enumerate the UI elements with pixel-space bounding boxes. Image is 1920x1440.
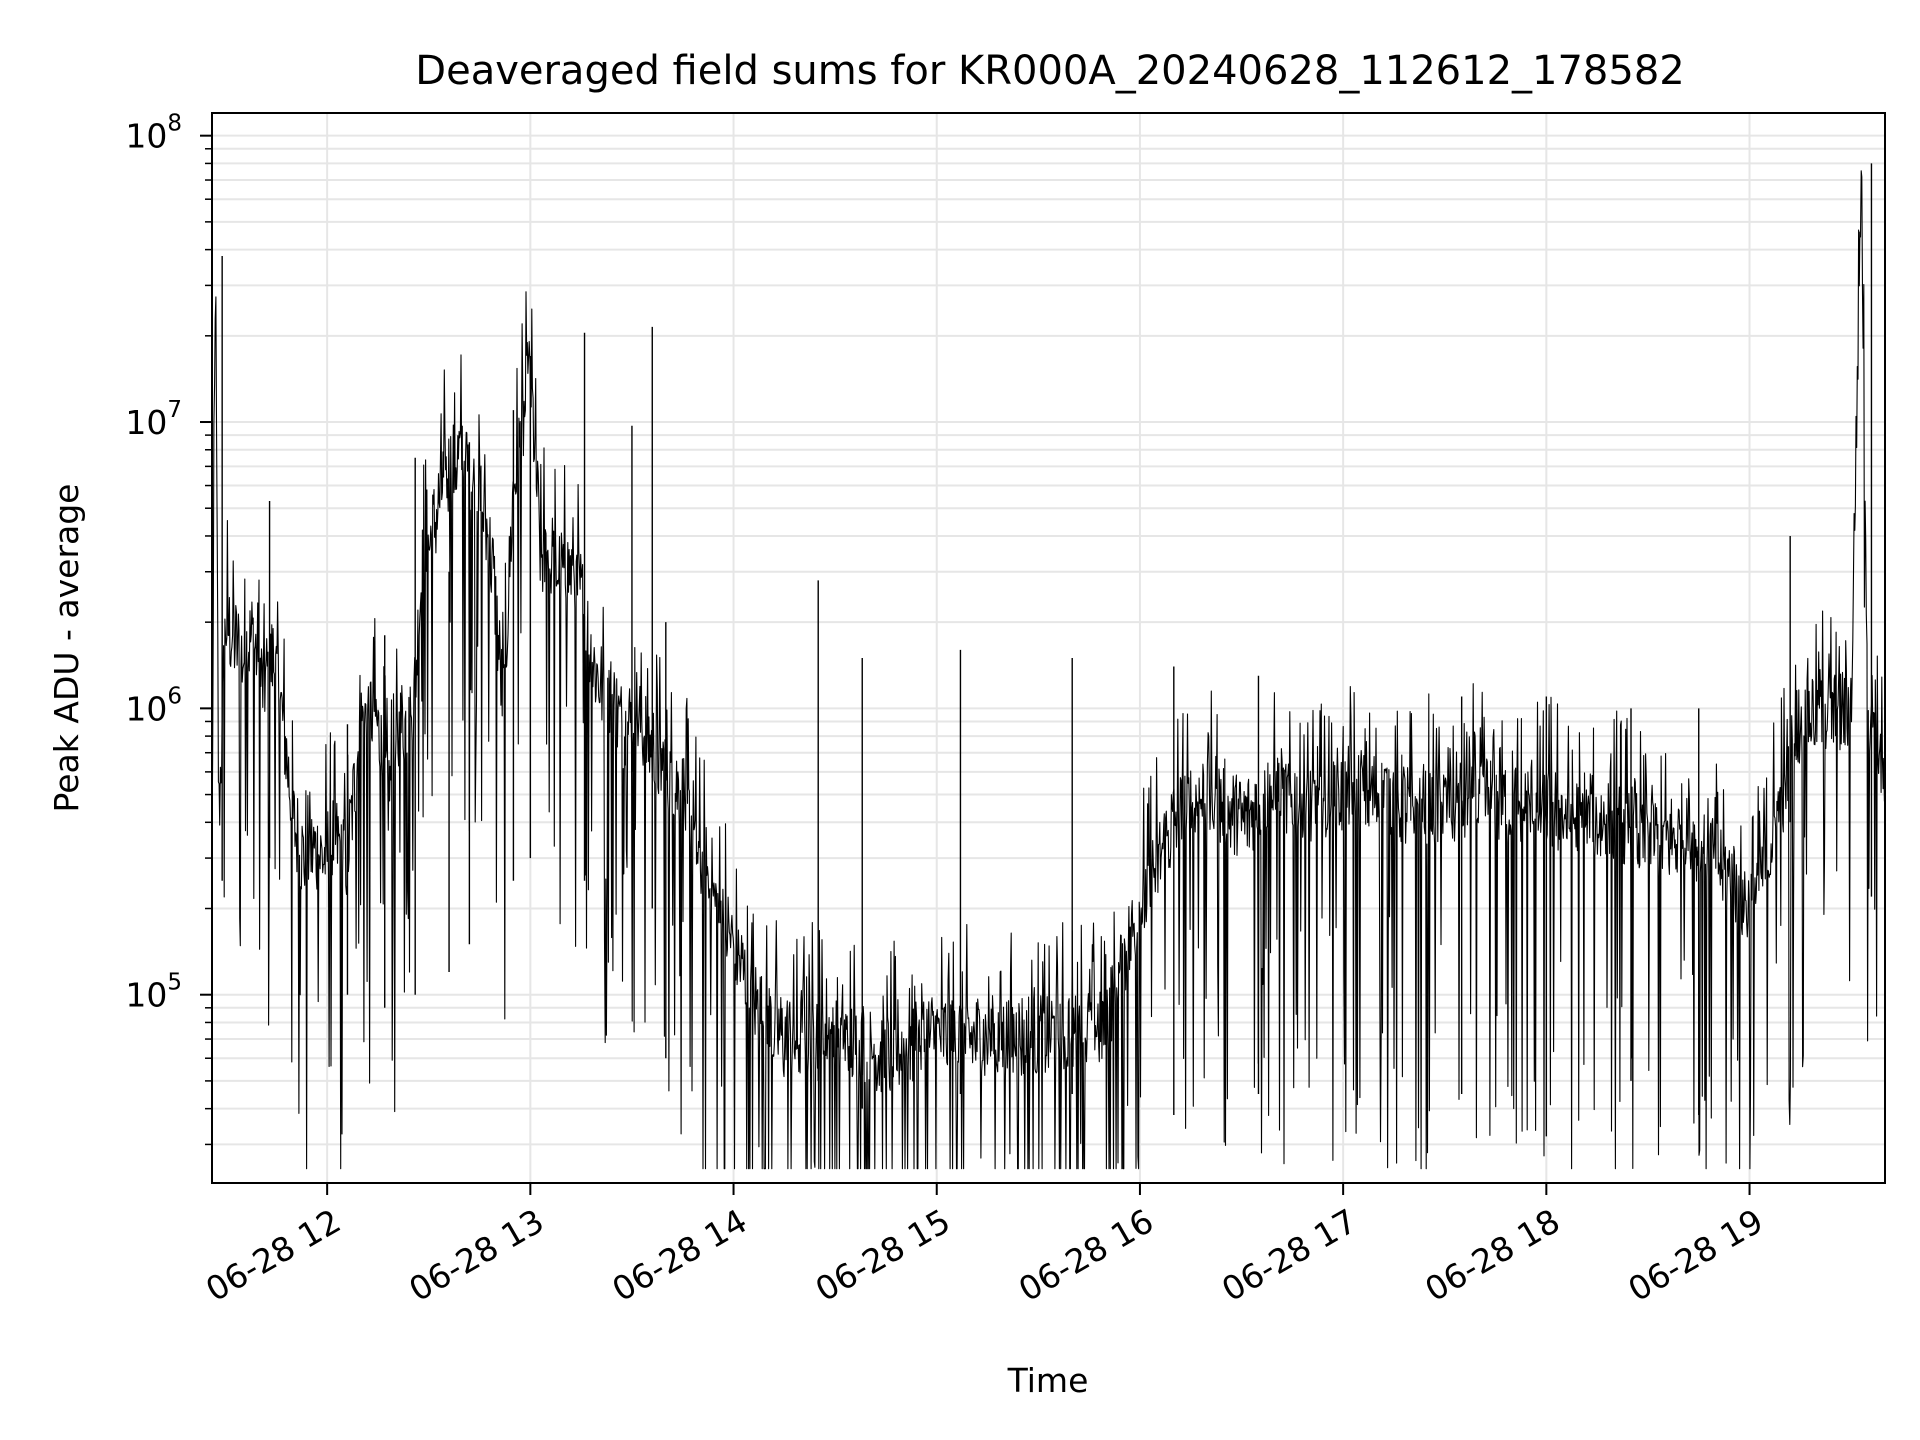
y-axis-label: Peak ADU - average <box>47 484 86 813</box>
y-tick-label: 105 <box>125 970 182 1015</box>
y-tick-base: 10 <box>125 117 167 156</box>
x-axis-label: Time <box>1007 1361 1089 1400</box>
plot-frame <box>211 112 1886 1184</box>
series-line <box>211 170 1886 1170</box>
y-tick-base: 10 <box>125 689 167 728</box>
y-tick-label: 106 <box>125 683 182 728</box>
y-tick-base: 10 <box>125 976 167 1015</box>
y-tick-exponent: 7 <box>167 397 182 423</box>
grid <box>212 113 1885 1183</box>
y-tick-exponent: 5 <box>167 970 182 996</box>
y-tick-label: 107 <box>125 397 182 442</box>
y-tick-label: 108 <box>125 111 182 156</box>
y-tick-base: 10 <box>125 403 167 442</box>
chart-title: Deaveraged field sums for KR000A_2024062… <box>415 48 1684 94</box>
y-tick-exponent: 8 <box>167 111 182 137</box>
y-tick-exponent: 6 <box>167 683 182 709</box>
series-line-group <box>211 163 1886 1170</box>
